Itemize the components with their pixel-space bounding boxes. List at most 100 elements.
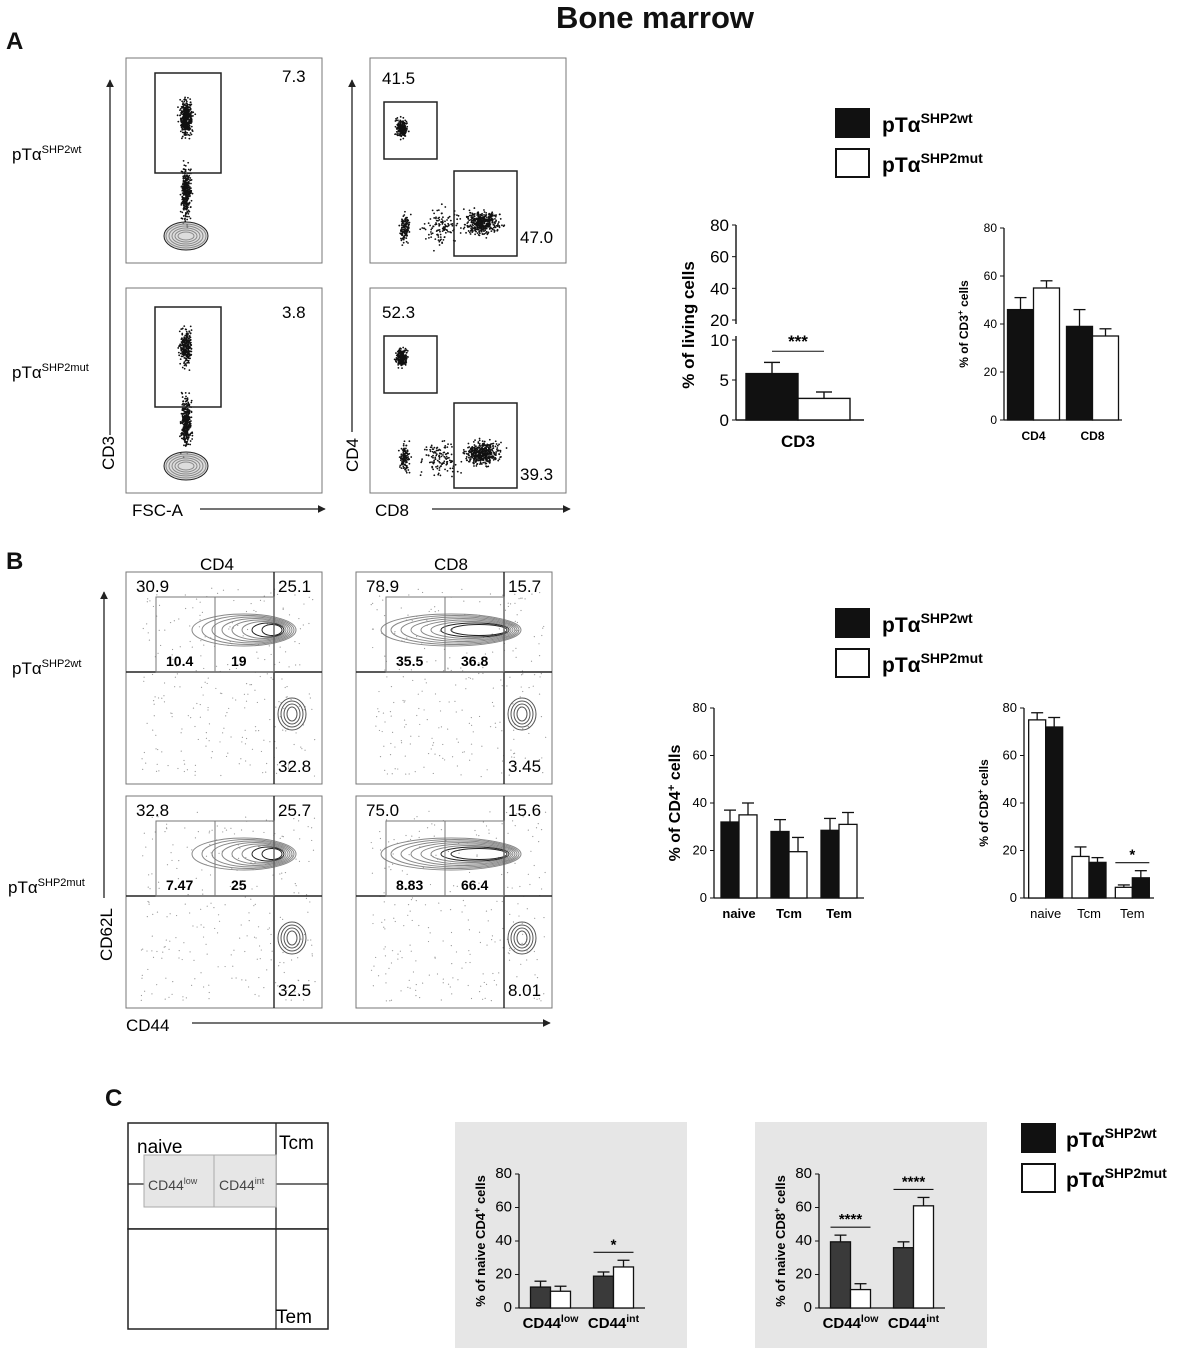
legend-swatch-mut <box>835 148 870 178</box>
bar <box>1006 308 1035 421</box>
contour-plot-cd8-wt: 78.9 15.7 35.5 36.8 3.45 <box>355 571 553 785</box>
gate-value-low: 7.47 <box>166 877 193 893</box>
legend-label-wt: pTαSHP2wt <box>882 610 973 637</box>
quadrant-value-tr: 15.6 <box>508 801 541 820</box>
scatter-dots <box>393 346 508 478</box>
cd4cd8-plot-mut: 52.3 39.3 <box>369 287 567 494</box>
bar <box>788 851 808 899</box>
y-tick-label: 0 <box>804 1299 812 1316</box>
y-tick-label: 40 <box>795 1232 812 1249</box>
tem-label: Tem <box>276 1307 312 1328</box>
bar <box>912 1205 935 1309</box>
legend-label-wt: pTαSHP2wt <box>882 110 973 137</box>
y-axis-label: % of CD8+ cells <box>975 759 991 847</box>
contour-plot-cd4-mut: 32.8 25.7 7.47 25 32.5 <box>125 795 323 1009</box>
bar <box>829 1241 852 1309</box>
row-label-mut-b: pTαSHP2mut <box>8 877 85 897</box>
y-axis-label: % of CD4+ cells <box>666 744 684 861</box>
bar-chart-b1: 0 20 40 60 80 % of CD4+ cells naive Tcm Tem <box>666 700 864 921</box>
gating-schematic-lower: Tem <box>127 1228 329 1330</box>
y-tick-label: 10 <box>710 331 729 350</box>
gating-schematic: naive Tcm CD44low CD44int <box>127 1122 329 1230</box>
quadrant-value-tl: 75.0 <box>366 801 399 820</box>
x-tick-label: Tem <box>826 906 852 921</box>
y-axis-label: % of naive CD4+ cells <box>472 1175 488 1307</box>
cd44-low-gate <box>143 1154 215 1208</box>
y-tick-label: 80 <box>693 700 707 715</box>
bar-chart-c1: 0 20 40 60 80 % of naive CD4+ cells CD44low CD4… <box>472 1165 645 1332</box>
chart-bg-c2 <box>755 1122 987 1348</box>
y-axis-label: % of CD3+ cells <box>955 280 971 368</box>
cd3-plot-mut: 3.8 <box>125 287 323 494</box>
significance-label: **** <box>839 1211 863 1228</box>
scatter-dots <box>163 96 209 251</box>
cd4-value-wt: 41.5 <box>382 69 415 88</box>
y-axis-label: % of living cells <box>679 261 698 389</box>
x-tick-label: CD44low <box>523 1313 580 1332</box>
bar <box>745 372 799 421</box>
bar <box>849 1288 872 1309</box>
significance-label: * <box>611 1236 617 1253</box>
legend-b: pTαSHP2wt pTαSHP2mut <box>835 608 983 678</box>
bar-chart-c2: 0 20 40 60 80 % of naive CD8+ cells CD44low ***… <box>772 1165 945 1332</box>
bar <box>1028 719 1047 899</box>
cd8-value-wt: 47.0 <box>520 228 553 247</box>
bar <box>797 397 851 421</box>
cd3-value-mut: 3.8 <box>282 303 306 322</box>
legend-swatch-mut <box>835 648 870 678</box>
panel-label-b: B <box>6 548 24 575</box>
panel-label-a: A <box>6 28 24 55</box>
gate-value-int: 36.8 <box>461 653 488 669</box>
gate-value-int: 19 <box>231 653 247 669</box>
fsc-axis-label: FSC-A <box>132 501 184 520</box>
y-tick-label: 80 <box>495 1165 512 1182</box>
x-tick-label: CD3 <box>781 432 815 451</box>
y-tick-label: 80 <box>1003 700 1017 715</box>
cd44-int-label: CD44int <box>219 1176 265 1193</box>
y-tick-label: 80 <box>795 1165 812 1182</box>
x-tick-label: CD44int <box>888 1313 940 1332</box>
naive-label: naive <box>137 1137 182 1158</box>
scatter-dots <box>163 325 209 481</box>
gate-value-int: 25 <box>231 877 247 893</box>
legend-c: pTαSHP2wt pTαSHP2mut <box>1021 1123 1167 1193</box>
legend-a: pTαSHP2wt pTαSHP2mut <box>835 108 983 178</box>
cd62l-axis-label: CD62L <box>97 908 116 961</box>
cd4-axis-label: CD4 <box>343 438 362 472</box>
y-tick-label: 60 <box>984 269 998 283</box>
y-tick-label: 60 <box>495 1199 512 1216</box>
cd3-axis-label: CD3 <box>99 436 118 470</box>
y-tick-label: 0 <box>720 411 729 430</box>
y-tick-label: 60 <box>693 748 707 763</box>
y-tick-label: 20 <box>693 843 707 858</box>
significance-label: **** <box>902 1173 926 1190</box>
bar <box>1091 335 1120 421</box>
bar <box>1045 726 1064 899</box>
x-tick-label: Tem <box>1120 906 1145 921</box>
bar <box>820 829 840 899</box>
scatter-dots <box>394 115 506 252</box>
significance-label: * <box>1129 847 1135 864</box>
x-tick-label: Tcm <box>1077 906 1101 921</box>
gate-value-low: 10.4 <box>166 653 193 669</box>
row-label-wt-a: pTαSHP2wt <box>12 144 81 164</box>
x-tick-label: Tcm <box>776 906 802 921</box>
cd44-low-label: CD44low <box>148 1176 198 1193</box>
y-tick-label: 20 <box>495 1266 512 1283</box>
y-tick-label: 60 <box>710 248 729 267</box>
y-tick-label: 60 <box>1003 748 1017 763</box>
gate-value-int: 66.4 <box>461 877 488 893</box>
y-tick-label: 0 <box>1010 890 1017 905</box>
y-tick-label: 0 <box>700 890 707 905</box>
quadrant-value-br: 32.8 <box>278 757 311 776</box>
bar-chart-b2: 0 20 40 60 80 % of CD8+ cells naive Tcm Tem * <box>975 700 1154 921</box>
legend-label-mut: pTαSHP2mut <box>882 150 983 177</box>
bar <box>1032 287 1061 421</box>
cd44-axis-label: CD44 <box>126 1016 169 1035</box>
figure-title: Bone marrow <box>555 0 755 35</box>
bar <box>1131 877 1150 899</box>
y-tick-label: 20 <box>1003 843 1017 858</box>
x-tick-label: CD8 <box>1080 429 1104 443</box>
bar <box>720 821 740 899</box>
bar <box>838 823 858 899</box>
